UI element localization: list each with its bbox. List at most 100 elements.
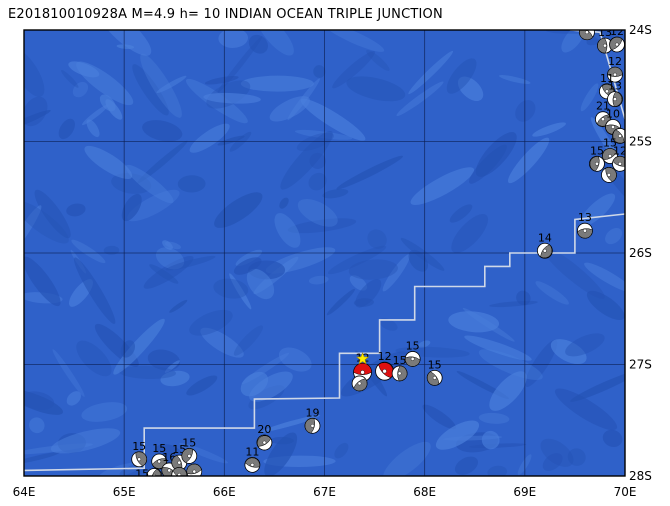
event-depth-label: 12 bbox=[613, 144, 627, 157]
longitude-tick-label: 70E bbox=[614, 485, 637, 499]
bathymetry-patch bbox=[567, 448, 586, 466]
bathymetry-patch bbox=[189, 309, 233, 336]
event-depth-label: 12 bbox=[378, 350, 392, 363]
event-mechanism bbox=[186, 463, 203, 476]
bathymetry-patch bbox=[118, 365, 176, 380]
bathymetry-patch bbox=[322, 188, 349, 199]
bathymetry-patch bbox=[489, 371, 527, 411]
bathymetry-patch bbox=[240, 75, 314, 92]
bathymetry-patch bbox=[584, 262, 625, 293]
bathymetry-patch bbox=[162, 240, 173, 250]
bathymetry-patch bbox=[86, 119, 100, 138]
bathymetry-patch bbox=[52, 349, 85, 397]
bathymetry-patch bbox=[137, 140, 188, 184]
event-mechanism: 20 bbox=[256, 423, 273, 451]
event-mechanism: 15 bbox=[426, 358, 443, 386]
event-depth-label: 15 bbox=[182, 436, 196, 449]
bathymetry-patch bbox=[586, 290, 625, 321]
event-depth-label: 15 bbox=[393, 354, 407, 367]
event-depth-label: 11 bbox=[600, 72, 614, 85]
event-mechanism: 15 bbox=[131, 440, 148, 468]
bathymetry-patch bbox=[103, 245, 120, 255]
main-event-mechanism: 12 bbox=[375, 350, 395, 381]
bathymetry-patch bbox=[233, 257, 262, 275]
bathymetry-patch bbox=[98, 462, 143, 476]
bathymetry-patch bbox=[396, 81, 444, 117]
bathymetry-patch bbox=[72, 81, 89, 98]
bathymetry-patch bbox=[177, 175, 206, 193]
bathymetry-patch bbox=[524, 339, 558, 387]
event-mechanism: 11 bbox=[244, 445, 261, 473]
bathymetry-patch bbox=[261, 414, 321, 433]
event-depth-label: 12 bbox=[610, 25, 624, 38]
bathymetry-patch bbox=[353, 298, 374, 307]
bathymetry-patch bbox=[246, 268, 275, 300]
longitude-labels: 64E 65E 66E 67E 68E 69E 70E bbox=[13, 485, 637, 499]
bathymetry-patch bbox=[550, 339, 587, 365]
bathymetry-patch bbox=[313, 65, 326, 78]
event-mechanism: 15 bbox=[151, 442, 168, 470]
bathymetry-patch bbox=[73, 257, 116, 324]
bathymetry-patch bbox=[76, 340, 112, 377]
bathymetry-patch bbox=[66, 391, 81, 406]
bathymetry-patch bbox=[516, 290, 531, 306]
bathymetry-patch bbox=[149, 264, 179, 284]
bathymetry-patch bbox=[457, 76, 484, 102]
event-depth-label: 13 bbox=[598, 26, 612, 39]
bathymetry-patch bbox=[336, 155, 404, 190]
bathymetry-patch bbox=[66, 203, 86, 217]
bathymetry-patch bbox=[99, 94, 116, 112]
bathymetry-patch bbox=[279, 197, 289, 209]
longitude-tick-label: 67E bbox=[313, 485, 336, 499]
bathymetry-patch bbox=[200, 327, 244, 358]
latitude-tick-label: 25S bbox=[629, 135, 652, 149]
bathymetry-patch bbox=[309, 152, 326, 169]
epicenter-star bbox=[356, 352, 370, 365]
bathymetry-patch bbox=[446, 58, 477, 94]
bathymetry-patch bbox=[58, 118, 75, 140]
bathymetry-patch bbox=[334, 442, 349, 459]
bathymetry-patch bbox=[214, 192, 263, 228]
latitude-tick-label: 27S bbox=[629, 358, 652, 372]
bathymetry-patch bbox=[498, 74, 531, 84]
bathymetry-patch bbox=[257, 30, 294, 56]
bathymetry-patch bbox=[160, 370, 190, 387]
event-mechanism: 13 bbox=[607, 80, 623, 108]
bathymetry-patch bbox=[326, 288, 355, 316]
bathymetry-patch bbox=[113, 318, 165, 375]
bathymetry-patch bbox=[410, 167, 475, 205]
bathymetry-patch bbox=[127, 189, 180, 222]
event-depth-label: 21 bbox=[596, 100, 610, 113]
bathymetry-patch bbox=[565, 333, 605, 357]
bathymetry-patch bbox=[451, 213, 489, 254]
bathymetry-patch bbox=[464, 335, 532, 361]
event-mechanism: 15 bbox=[589, 144, 605, 172]
longitude-tick-label: 68E bbox=[413, 485, 436, 499]
event-depth-label: 13 bbox=[608, 80, 622, 93]
bathymetry-patch bbox=[132, 64, 169, 116]
bathymetry-patch bbox=[203, 92, 261, 104]
event-depth-label: 11 bbox=[245, 445, 259, 458]
map-title: E201810010928A M=4.9 h= 10 INDIAN OCEAN … bbox=[8, 7, 443, 22]
event-mechanism bbox=[351, 375, 368, 392]
event-mechanism bbox=[171, 466, 188, 476]
bathymetry-patch bbox=[24, 256, 61, 307]
bathymetry-patch bbox=[76, 61, 134, 106]
bathymetry-patch bbox=[442, 435, 503, 441]
bathymetry-patch bbox=[24, 452, 60, 464]
event-mechanism: 15 bbox=[181, 436, 198, 464]
event-mechanism: 15 bbox=[404, 339, 421, 367]
bathymetry-patch bbox=[143, 256, 194, 289]
bathymetry-patch bbox=[367, 229, 387, 249]
bathymetry-patch bbox=[61, 69, 79, 88]
bathymetry-patch bbox=[50, 428, 121, 454]
bathymetry-patch bbox=[379, 318, 398, 331]
bathymetry-patch bbox=[449, 204, 473, 223]
map-frame bbox=[23, 29, 626, 477]
bathymetry-patch bbox=[417, 340, 431, 348]
event-mechanism: 13 bbox=[577, 211, 593, 239]
bathymetry-patch bbox=[278, 347, 312, 372]
bathymetry-patch bbox=[487, 465, 508, 476]
bathymetry-patch bbox=[264, 432, 298, 476]
bathymetry-patch bbox=[189, 123, 230, 153]
